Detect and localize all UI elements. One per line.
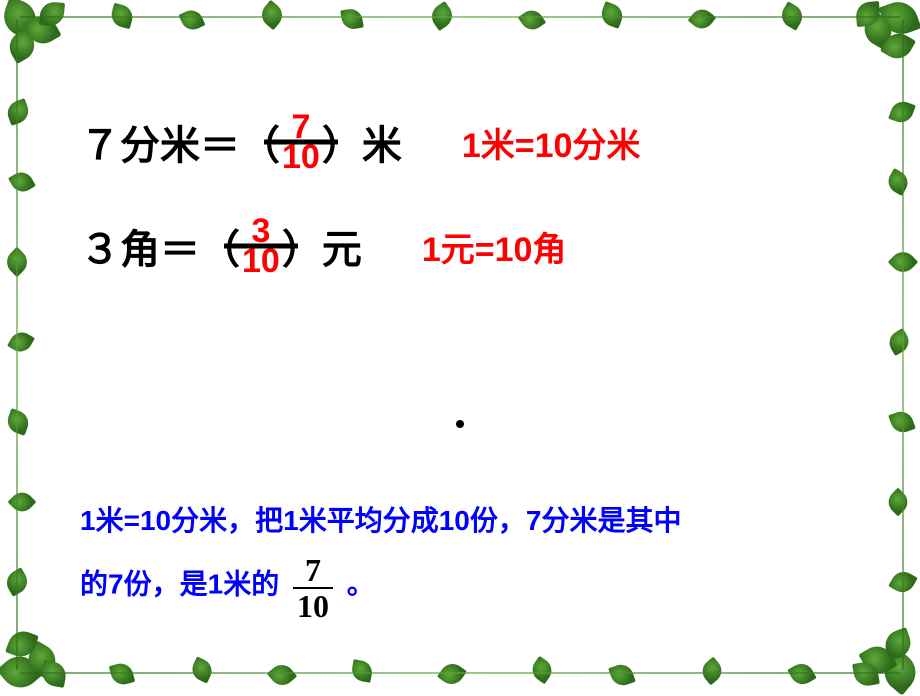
exp-t: 10 — [140, 505, 171, 536]
center-dot-icon — [456, 420, 464, 428]
main-content: ７分米＝（ 7 10 ）米 1米=10分米 ３角＝（ 3 10 ）元 1元=10… — [80, 110, 860, 318]
exp-t: 米的 — [223, 568, 279, 599]
exp-t: 7 — [526, 505, 542, 536]
explanation-fraction: 7 10 — [293, 554, 333, 622]
exp-t: 1 — [208, 568, 224, 599]
exp-t: 7 — [108, 568, 124, 599]
eq1-denominator: 10 — [282, 140, 320, 174]
exp-t: 10 — [439, 505, 470, 536]
exp-t: 分米是其中 — [541, 505, 681, 536]
eq2-fraction: 3 10 — [242, 214, 280, 278]
exp-t: 分米，把 — [171, 505, 283, 536]
equation-row-2: ３角＝（ 3 10 ）元 1元=10角 — [80, 214, 860, 278]
exp-t: 米= — [96, 505, 140, 536]
fraction-bar — [224, 244, 298, 249]
exp-t: 份，是 — [124, 568, 208, 599]
exp-t: 。 — [347, 568, 375, 599]
exp-t: 米平均分成 — [299, 505, 439, 536]
eq2-hint: 1元=10角 — [422, 222, 567, 271]
fraction-bar — [264, 140, 338, 145]
exp-t: 份， — [470, 505, 526, 536]
equation-row-1: ７分米＝（ 7 10 ）米 1米=10分米 — [80, 110, 860, 174]
eq2-denominator: 10 — [242, 244, 280, 278]
exp-t: 1 — [283, 505, 299, 536]
exp-t: 的 — [80, 568, 108, 599]
explanation-text: 1米=10分米，把1米平均分成10份，7分米是其中 的7份，是1米的 7 10 … — [80, 490, 840, 620]
eq1-left: ７分米＝（ — [80, 113, 280, 171]
eq1-fraction: 7 10 — [282, 110, 320, 174]
exp-frac-num: 7 — [301, 554, 325, 587]
eq1-hint: 1米=10分米 — [462, 118, 641, 167]
exp-frac-den: 10 — [293, 587, 333, 622]
exp-t: 1 — [80, 505, 96, 536]
eq2-left: ３角＝（ — [80, 217, 240, 275]
